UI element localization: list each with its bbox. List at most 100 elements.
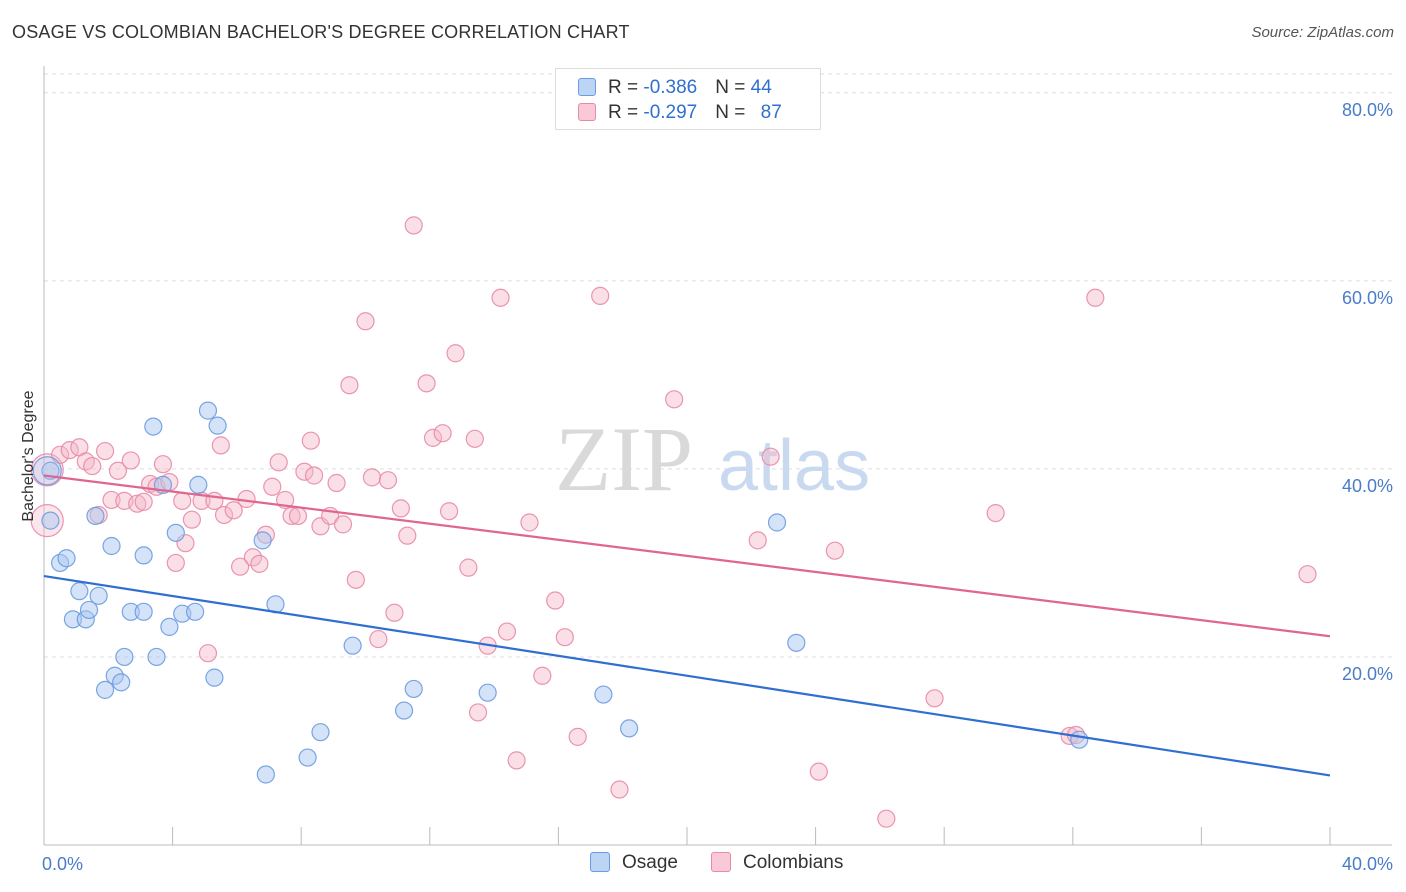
axes xyxy=(43,66,1392,846)
x-tick-label: 40.0% xyxy=(1342,854,1393,874)
colombians-point xyxy=(362,468,382,487)
colombians-point xyxy=(1086,288,1105,307)
osage-point xyxy=(208,416,227,435)
colombians-point xyxy=(128,494,147,513)
colombians-point xyxy=(877,809,896,828)
osage-point xyxy=(343,636,362,655)
colombians-point xyxy=(391,499,410,518)
colombians-point xyxy=(301,431,320,450)
colombians-point xyxy=(610,780,629,799)
colombians-point xyxy=(182,510,201,529)
r-value-osage: -0.386 xyxy=(643,77,698,98)
colombians-point xyxy=(369,629,388,649)
osage-point xyxy=(767,513,787,532)
colombians-point xyxy=(446,344,465,363)
colombians-point xyxy=(761,447,780,466)
osage-point xyxy=(70,582,89,601)
osage-point xyxy=(198,401,218,420)
stats-legend: R = -0.386 N = 44 R = -0.297 N = 87 xyxy=(555,68,821,130)
osage-point xyxy=(166,523,185,542)
colombians-swatch xyxy=(578,103,596,121)
colombians-point xyxy=(340,376,359,395)
colombians-point xyxy=(825,541,844,560)
colombians-point xyxy=(214,505,234,525)
r-label: R = xyxy=(608,102,644,123)
colombians-point xyxy=(555,628,574,647)
watermark-zip: ZIP xyxy=(555,408,693,510)
colombians-point xyxy=(211,436,230,455)
osage-point xyxy=(41,511,60,530)
colombians-point xyxy=(591,286,610,305)
colombians-point xyxy=(263,477,282,496)
colombians-point xyxy=(173,491,192,510)
colombians-point xyxy=(433,424,452,443)
series-legend: Osage Colombians xyxy=(0,852,1406,878)
legend-label-colombians: Colombians xyxy=(743,852,844,873)
watermark-atlas: atlas xyxy=(718,426,870,506)
n-value-osage: 44 xyxy=(750,77,772,98)
colombians-point xyxy=(304,466,324,485)
colombians-point xyxy=(224,501,243,520)
osage-point xyxy=(112,673,131,692)
osage-point xyxy=(102,536,121,556)
colombians-point xyxy=(269,453,288,472)
y-tick-label: 80.0% xyxy=(1342,100,1393,120)
watermark: ZIP atlas xyxy=(555,408,870,510)
osage-point xyxy=(594,685,613,704)
osage-point xyxy=(394,701,414,720)
colombians-point xyxy=(468,703,488,722)
colombians-point xyxy=(134,492,153,511)
x-tick-label: 0.0% xyxy=(42,854,83,874)
colombians-point xyxy=(925,689,944,708)
osage-trend-line xyxy=(43,575,1331,777)
osage-point xyxy=(189,475,208,494)
osage-point xyxy=(311,723,330,742)
colombians-point xyxy=(378,471,398,490)
colombians-point xyxy=(121,451,140,470)
colombians-point xyxy=(333,515,353,534)
osage-point xyxy=(147,647,166,667)
colombians-point xyxy=(327,473,346,493)
osage-point xyxy=(86,506,105,526)
colombians-point xyxy=(83,456,102,476)
osage-point xyxy=(1070,730,1089,749)
colombians-point xyxy=(231,557,250,576)
y-tick-label: 20.0% xyxy=(1342,664,1393,684)
osage-point xyxy=(253,531,272,550)
colombians-points xyxy=(30,216,1317,828)
osage-point xyxy=(134,602,153,621)
osage-point xyxy=(298,748,317,767)
colombians-point xyxy=(95,441,115,461)
osage-point xyxy=(256,765,275,784)
colombians-point xyxy=(404,216,423,235)
osage-point xyxy=(32,456,62,486)
r-label: R = xyxy=(608,77,644,98)
osage-point xyxy=(144,417,163,436)
colombians-point xyxy=(665,390,684,409)
colombians-point xyxy=(497,622,517,641)
osage-swatch xyxy=(590,852,610,872)
colombians-point xyxy=(108,461,128,480)
colombians-point xyxy=(166,553,185,573)
colombians-point xyxy=(288,506,308,526)
colombians-point xyxy=(809,762,828,781)
colombians-point xyxy=(243,548,263,567)
colombians-point xyxy=(459,558,478,577)
colombians-point xyxy=(198,644,218,663)
colombians-point xyxy=(533,666,552,685)
colombians-point xyxy=(465,429,484,448)
colombians-swatch xyxy=(711,852,731,872)
legend-item-colombians[interactable]: Colombians xyxy=(711,852,843,874)
colombians-point xyxy=(546,591,565,610)
r-value-colombians: -0.297 xyxy=(643,102,698,123)
colombians-point xyxy=(439,502,459,521)
colombians-trend-line xyxy=(43,474,1331,638)
legend-item-osage[interactable]: Osage xyxy=(590,852,678,874)
osage-point xyxy=(186,602,205,621)
colombians-point xyxy=(507,751,526,770)
colombians-point xyxy=(1298,565,1317,584)
osage-point xyxy=(160,617,179,636)
osage-point xyxy=(115,647,134,667)
colombians-point xyxy=(102,490,121,510)
colombians-point xyxy=(520,513,539,532)
